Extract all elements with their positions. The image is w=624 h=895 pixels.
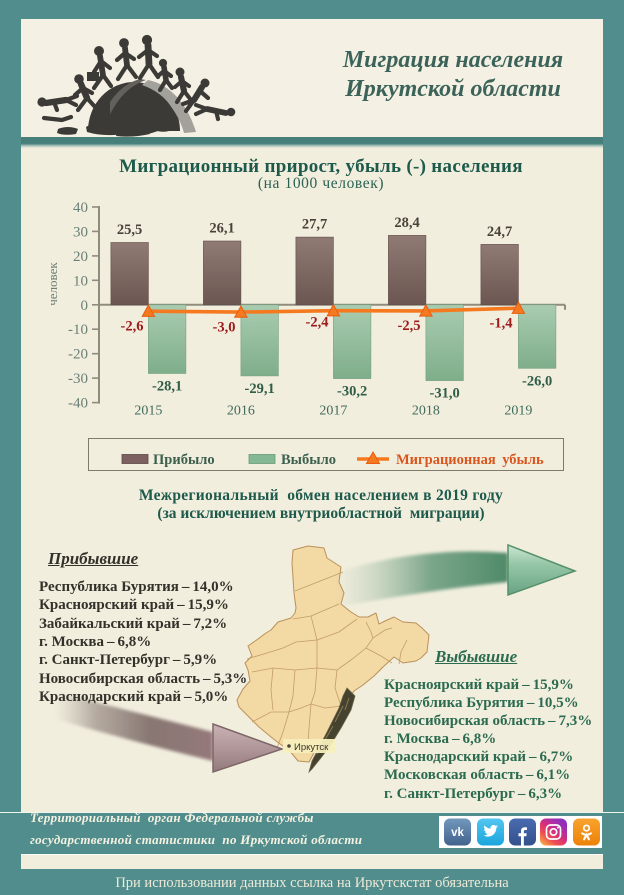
svg-text:-2,6: -2,6	[121, 319, 144, 335]
svg-text:30: 30	[73, 224, 88, 240]
svg-text:-29,1: -29,1	[244, 381, 274, 397]
svg-text:-2,4: -2,4	[306, 315, 329, 331]
svg-text:Миграционная убыль: Миграционная убыль	[396, 452, 544, 468]
svg-text:24,7: 24,7	[487, 224, 512, 240]
svg-text:2015: 2015	[134, 404, 162, 419]
svg-text:27,7: 27,7	[302, 217, 327, 233]
svg-text:Иркутск: Иркутск	[294, 742, 329, 753]
svg-text:2019: 2019	[504, 404, 532, 419]
svg-text:-30: -30	[68, 371, 88, 387]
svg-text:0: 0	[81, 298, 89, 314]
svg-text:28,4: 28,4	[394, 215, 419, 231]
svg-text:2018: 2018	[412, 404, 440, 419]
svg-text:-31,0: -31,0	[429, 386, 459, 402]
svg-text:-30,2: -30,2	[337, 384, 367, 400]
svg-text:-20: -20	[68, 347, 88, 363]
svg-text:20: 20	[73, 249, 88, 265]
svg-text:-1,4: -1,4	[490, 316, 513, 332]
svg-text:25,5: 25,5	[117, 222, 142, 238]
svg-text:Прибыло: Прибыло	[153, 452, 215, 468]
svg-text:-3,0: -3,0	[213, 320, 236, 336]
svg-text:-2,5: -2,5	[398, 318, 421, 334]
svg-text:-28,1: -28,1	[152, 379, 182, 395]
svg-text:40: 40	[73, 200, 88, 216]
svg-text:vk: vk	[451, 827, 464, 839]
svg-text:-10: -10	[68, 322, 88, 338]
svg-text:Выбыло: Выбыло	[281, 452, 336, 468]
svg-text:26,1: 26,1	[209, 221, 234, 237]
svg-text:-26,0: -26,0	[522, 373, 552, 389]
svg-text:2016: 2016	[227, 404, 255, 419]
svg-text:-40: -40	[68, 396, 88, 412]
svg-text:2017: 2017	[319, 404, 347, 419]
svg-text:10: 10	[73, 273, 88, 289]
svg-text:человек: человек	[45, 262, 60, 306]
